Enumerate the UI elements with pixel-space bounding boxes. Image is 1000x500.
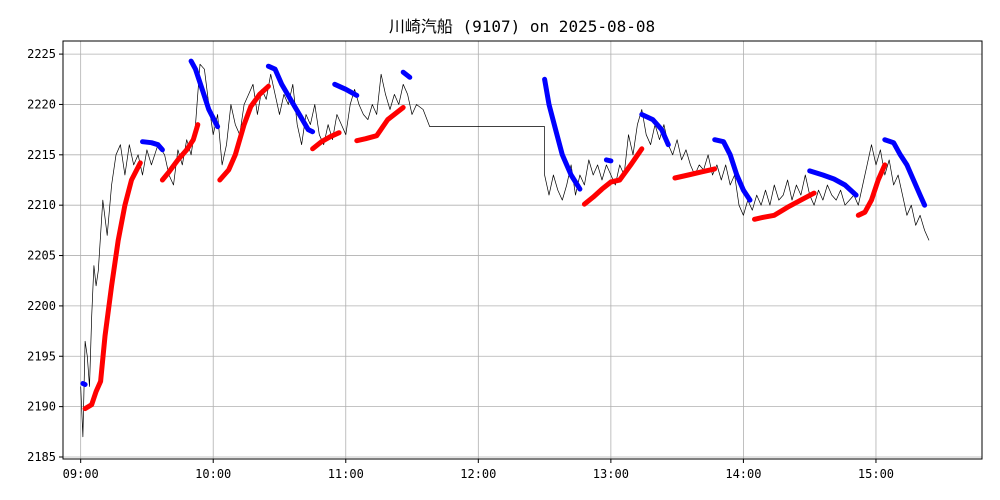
up-trend-segment — [752, 190, 817, 222]
down-trend-segment — [603, 157, 614, 164]
down-trend-segment — [712, 137, 753, 203]
y-tick-label: 2220 — [27, 97, 56, 111]
y-tick-label: 2185 — [27, 450, 56, 464]
x-tick-label: 12:00 — [460, 467, 496, 481]
up-trend-segment — [672, 166, 718, 181]
x-tick-label: 11:00 — [328, 467, 364, 481]
x-tick-label: 09:00 — [63, 467, 99, 481]
down-trend-segment — [80, 381, 88, 387]
grid — [63, 41, 982, 459]
y-tick-label: 2200 — [27, 299, 56, 313]
down-trend-segment — [140, 139, 165, 153]
y-tick-label: 2205 — [27, 249, 56, 263]
price-series — [80, 63, 930, 438]
up-trend-segment — [855, 162, 888, 218]
down-trend-segment — [882, 137, 928, 208]
down-trend-segment — [265, 63, 316, 135]
x-tick-label: 10:00 — [195, 467, 231, 481]
y-tick-label: 2210 — [27, 198, 56, 212]
up-trend-segment — [581, 146, 645, 207]
x-tick-label: 15:00 — [858, 467, 894, 481]
up-trend-series — [82, 83, 888, 412]
down-trend-segment — [639, 112, 671, 148]
up-trend-segment — [310, 130, 342, 152]
y-axis-ticks: 2185 2190 2195 2200 2205 2210 2215 2220 2225 — [27, 47, 63, 464]
plot-frame — [62, 40, 983, 460]
up-trend-segment — [354, 105, 406, 144]
y-tick-label: 2195 — [27, 349, 56, 363]
up-trend-segment — [217, 83, 271, 183]
x-axis-ticks: 09:00 10:00 11:00 12:00 13:00 14:00 15:00 — [63, 459, 894, 481]
price-line — [80, 63, 930, 438]
x-tick-label: 14:00 — [725, 467, 761, 481]
up-trend-segment — [82, 160, 143, 412]
down-trend-segment — [332, 81, 360, 98]
down-trend-segment — [807, 168, 859, 198]
down-trend-segment — [188, 58, 221, 130]
x-tick-label: 13:00 — [593, 467, 629, 481]
chart-title: 川崎汽船 (9107) on 2025-08-08 — [389, 17, 655, 36]
y-tick-label: 2215 — [27, 148, 56, 162]
up-trend-segment — [159, 122, 201, 183]
down-trend-segment — [542, 76, 583, 192]
y-tick-label: 2190 — [27, 400, 56, 414]
down-trend-segment — [400, 69, 413, 80]
down-trend-series — [80, 58, 928, 387]
y-tick-label: 2225 — [27, 47, 56, 61]
